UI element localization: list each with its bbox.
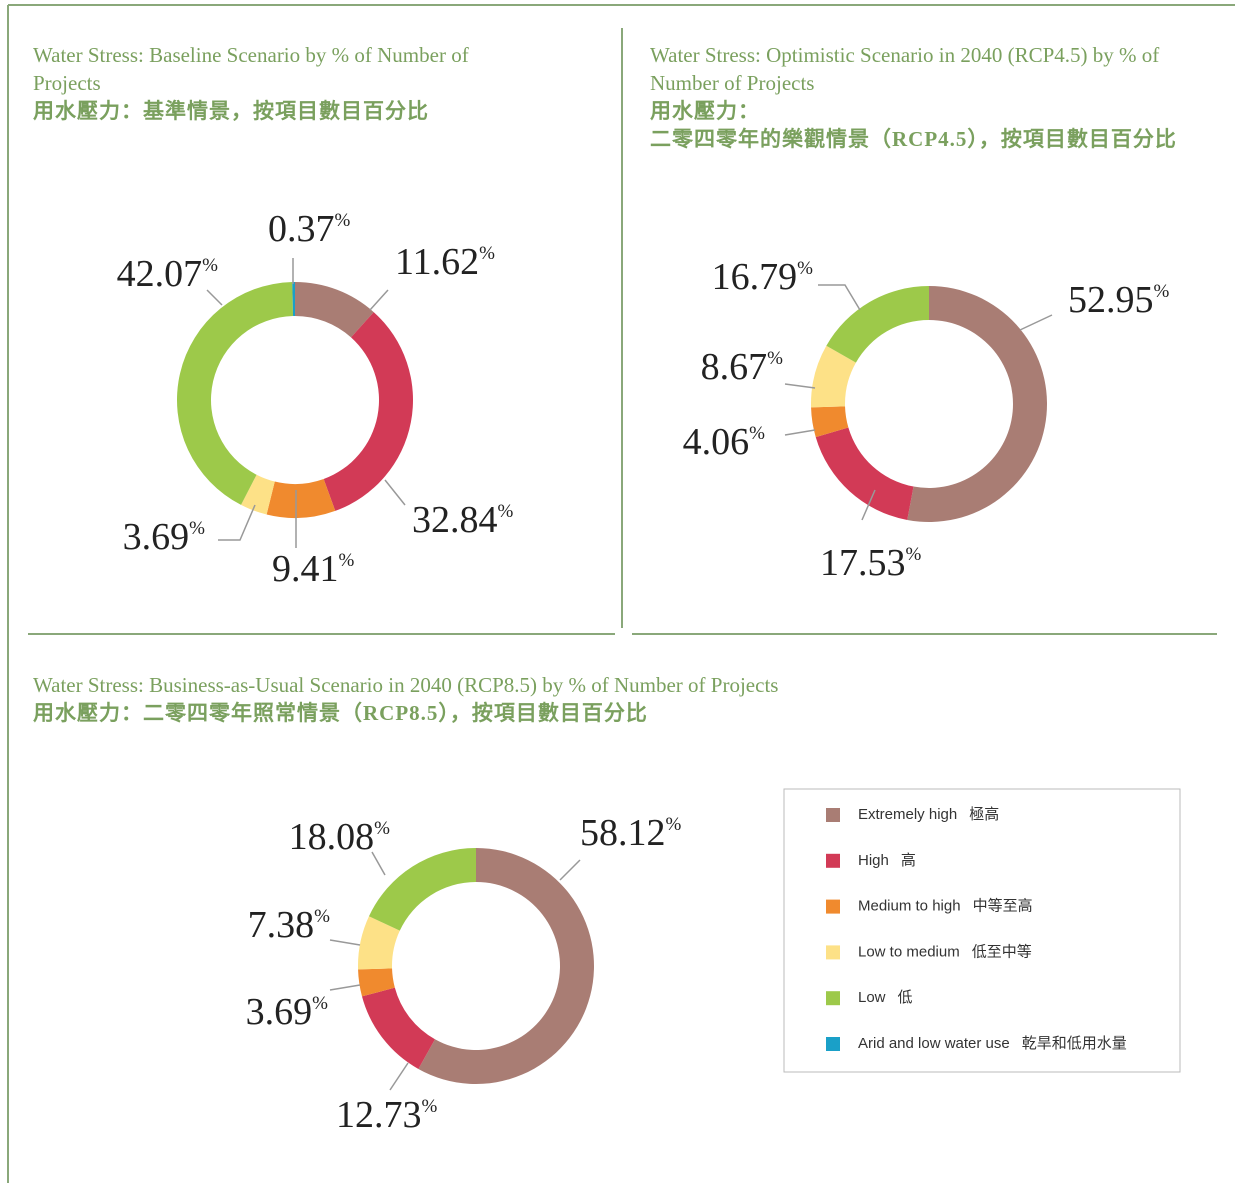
chart-title: Water Stress: Business-as-Usual Scenario… bbox=[33, 671, 1033, 727]
legend-swatch bbox=[826, 853, 840, 868]
legend-label-zh: 低 bbox=[898, 989, 913, 1006]
legend-swatch bbox=[826, 1037, 840, 1051]
value-label: 3.69% bbox=[246, 991, 329, 1033]
donut-slice bbox=[292, 282, 295, 317]
leader-line bbox=[818, 284, 861, 311]
donut-slice bbox=[811, 406, 849, 438]
donut-slice bbox=[368, 848, 476, 931]
legend-label-zh: 乾旱和低用水量 bbox=[1022, 1035, 1127, 1052]
legend-label-zh: 中等至高 bbox=[973, 897, 1033, 915]
leader-line bbox=[371, 851, 386, 876]
donut-slice bbox=[358, 968, 395, 997]
value-label: 42.07% bbox=[117, 253, 219, 295]
value-label: 52.95% bbox=[1068, 279, 1170, 321]
legend-swatch bbox=[826, 808, 840, 822]
value-label: 8.67% bbox=[701, 346, 784, 388]
chart-subtitle: 二零四零年的樂觀情景（RCP4.5），按項目數目百分比 bbox=[650, 127, 1177, 151]
chart-title: Water Stress: Baseline Scenario by % of … bbox=[33, 41, 523, 125]
legend-label: Low to medium bbox=[858, 943, 960, 960]
leader-line bbox=[329, 939, 361, 946]
donut-slice bbox=[241, 474, 275, 515]
chart-title: Water Stress: Optimistic Scenario in 204… bbox=[650, 41, 1190, 153]
legend-label: High bbox=[858, 852, 889, 869]
leader-line bbox=[206, 289, 223, 306]
value-label: 11.62% bbox=[395, 241, 495, 283]
legend-label: Medium to high bbox=[858, 898, 961, 915]
legend-swatch bbox=[826, 899, 840, 914]
frame bbox=[7, 4, 1235, 1183]
donut-slice bbox=[295, 282, 374, 338]
value-label: 12.73% bbox=[336, 1094, 438, 1136]
donut-slice bbox=[826, 286, 929, 363]
leader-line bbox=[1019, 314, 1053, 331]
chart-subtitle: 用水壓力： bbox=[650, 99, 760, 123]
donut-slice bbox=[815, 427, 914, 520]
donut-slice bbox=[361, 987, 435, 1069]
legend-label: Arid and low water use bbox=[858, 1035, 1010, 1052]
donut-slice bbox=[907, 286, 1048, 522]
donut-slice bbox=[358, 916, 400, 970]
leader-line bbox=[369, 289, 389, 311]
value-label: 18.08% bbox=[289, 816, 391, 858]
legend-label-zh: 低至中等 bbox=[972, 942, 1032, 960]
legend-swatch bbox=[826, 991, 840, 1006]
value-label: 0.37% bbox=[268, 208, 351, 250]
legend-label-zh: 極高 bbox=[969, 806, 999, 823]
value-label: 16.79% bbox=[712, 256, 814, 298]
legend-label-zh: 高 bbox=[901, 852, 916, 869]
value-label: 32.84% bbox=[412, 499, 514, 541]
value-label: 4.06% bbox=[683, 421, 766, 463]
leader-line bbox=[329, 984, 361, 991]
value-label: 3.69% bbox=[123, 516, 206, 558]
chart-subtitle: 用水壓力：二零四零年照常情景（RCP8.5），按項目數目百分比 bbox=[33, 701, 648, 725]
leader-line bbox=[218, 504, 256, 541]
leader-line bbox=[861, 489, 876, 521]
donut-slice bbox=[418, 848, 594, 1084]
donut-slice bbox=[810, 345, 856, 408]
leader-line bbox=[389, 1062, 409, 1091]
leader-line bbox=[559, 859, 581, 881]
legend-label: Extremely high bbox=[858, 806, 957, 823]
leader-line bbox=[384, 479, 406, 506]
legend-box bbox=[783, 788, 1181, 1073]
value-label: 9.41% bbox=[272, 548, 355, 590]
leader-line bbox=[784, 383, 816, 389]
legend-swatch bbox=[826, 945, 840, 960]
donut-slice bbox=[266, 478, 336, 518]
donut-slice bbox=[323, 312, 413, 511]
value-label: 7.38% bbox=[248, 904, 331, 946]
legend-label: Low bbox=[858, 989, 886, 1006]
leader-line bbox=[784, 429, 816, 436]
value-label: 58.12% bbox=[580, 812, 682, 854]
value-label: 17.53% bbox=[820, 542, 922, 584]
donut-slice bbox=[177, 282, 294, 505]
chart-subtitle: 用水壓力：基準情景，按項目數目百分比 bbox=[33, 99, 429, 123]
